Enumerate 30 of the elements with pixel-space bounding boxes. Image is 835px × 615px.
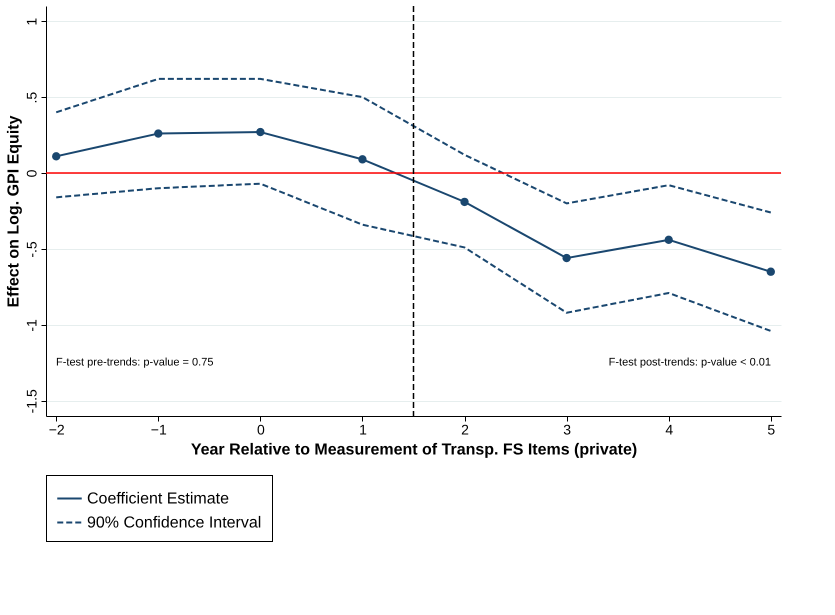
- point: [358, 155, 367, 164]
- x-tick-label: −1: [150, 422, 167, 438]
- legend-label: Coefficient Estimate: [87, 490, 230, 508]
- point: [154, 129, 162, 138]
- line-series: [55, 78, 772, 214]
- y-tick-label: 1: [24, 18, 40, 26]
- x-tick-label: 1: [359, 422, 368, 438]
- point: [562, 254, 571, 262]
- point: [766, 268, 775, 276]
- x-tick-label: 3: [563, 422, 572, 438]
- annotation: F-test post-trends: p-value < 0.01: [608, 356, 771, 369]
- point: [52, 152, 60, 161]
- annotation: F-test pre-trends: p-value = 0.75: [56, 356, 214, 369]
- y-tick-label: 0: [24, 169, 40, 178]
- y-tick-label: -1: [24, 318, 40, 332]
- x-tick-label: 2: [461, 422, 470, 438]
- point: [664, 236, 673, 244]
- y-tick-label: -1.5: [24, 389, 40, 414]
- y-axis-title: Effect on Log. GPI Equity: [6, 115, 22, 308]
- x-tick-label: 0: [256, 422, 265, 438]
- x-tick-label: −2: [48, 422, 65, 438]
- x-tick-label: 5: [767, 422, 776, 438]
- legend-label: 90% Confidence Interval: [87, 514, 262, 532]
- line-series: [55, 182, 772, 332]
- x-tick-label: 4: [665, 422, 674, 438]
- point: [460, 198, 469, 206]
- y-tick-label: -.5: [24, 241, 40, 258]
- y-tick-label: .5: [24, 92, 40, 104]
- x-axis-title: Year Relative to Measurement of Transp. FS Items (private): [190, 442, 638, 458]
- point: [256, 128, 265, 136]
